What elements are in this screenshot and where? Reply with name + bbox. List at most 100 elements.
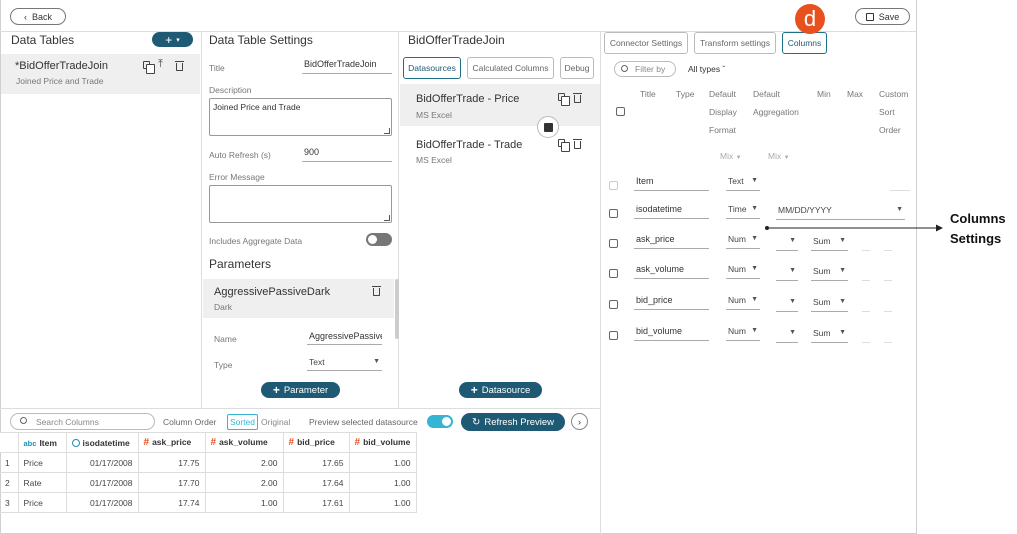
column-aggregation-select[interactable]: Sum ▼ — [811, 297, 848, 312]
aggregate-toggle[interactable] — [366, 233, 392, 246]
column-aggregation-select[interactable]: Sum ▼ — [811, 328, 848, 343]
column-sort-input[interactable] — [890, 176, 910, 191]
column-title-input[interactable]: bid_price — [634, 295, 709, 310]
title-input[interactable]: BidOfferTradeJoin — [302, 59, 392, 74]
join-button[interactable] — [537, 116, 559, 138]
column-checkbox[interactable] — [609, 239, 618, 248]
column-min-input[interactable] — [862, 297, 870, 312]
header-display: Display — [709, 107, 737, 117]
column-min-input[interactable] — [862, 328, 870, 343]
tab-columns[interactable]: Columns — [782, 32, 827, 54]
tab-connector-settings[interactable]: Connector Settings — [604, 32, 688, 54]
column-checkbox[interactable] — [609, 269, 618, 278]
datasource-item[interactable]: BidOfferTrade - Price MS Excel — [400, 84, 600, 126]
all-types-label: All types — [688, 64, 721, 74]
column-header[interactable]: # bid_price — [282, 432, 350, 453]
filter-input[interactable]: Filter by — [614, 61, 676, 77]
column-min-input[interactable] — [862, 236, 870, 251]
copy-icon[interactable] — [143, 61, 155, 74]
refresh-preview-button[interactable]: ↻ Refresh Preview — [461, 413, 565, 431]
tab-calculated-columns[interactable]: Calculated Columns — [467, 57, 554, 79]
column-format-select[interactable]: ▼ — [776, 266, 798, 281]
add-data-table-button[interactable]: + ▾ — [152, 32, 193, 47]
table-cell: 1.00 — [204, 492, 284, 513]
select-all-checkbox[interactable] — [616, 107, 625, 116]
column-title-input[interactable]: bid_volume — [634, 326, 709, 341]
preview-selected-toggle[interactable] — [427, 415, 453, 428]
resize-grip-icon[interactable] — [384, 128, 390, 134]
trash-icon[interactable] — [573, 139, 582, 149]
column-type-select[interactable]: Num ▼ — [726, 264, 760, 279]
column-checkbox[interactable] — [609, 181, 618, 190]
column-title-input[interactable]: ask_volume — [634, 264, 709, 279]
auto-refresh-input[interactable]: 900 — [302, 147, 392, 162]
column-header[interactable]: isodatetime — [65, 432, 139, 453]
column-aggregation-select[interactable]: Sum ▼ — [811, 266, 848, 281]
column-type-select[interactable]: Num ▼ — [726, 326, 760, 341]
preview-table: abc Item isodatetime # ask_price # ask_volume #… — [0, 432, 417, 513]
column-aggregation-select[interactable]: Sum ▼ — [811, 236, 848, 251]
tab-datasources[interactable]: Datasources — [403, 57, 461, 79]
column-format-select[interactable]: ▼ — [776, 328, 798, 343]
upload-icon[interactable]: ⤒ — [158, 58, 163, 70]
description-textarea[interactable]: Joined Price and Trade — [209, 98, 392, 136]
column-max-input[interactable] — [884, 297, 892, 312]
parameter-item[interactable]: AggressivePassiveDark Dark — [203, 279, 394, 318]
column-type-select[interactable]: Text ▼ — [726, 176, 760, 191]
next-button[interactable]: › — [571, 413, 588, 430]
sorted-toggle[interactable]: Sorted — [227, 414, 258, 430]
table-cell: Rate — [17, 472, 67, 493]
trash-icon[interactable] — [372, 286, 381, 296]
column-format-select[interactable]: ▼ — [776, 236, 798, 251]
param-name-input[interactable]: AggressivePassive — [307, 331, 382, 345]
column-title-input[interactable]: isodatetime — [634, 204, 709, 219]
column-title-input[interactable]: Item — [634, 176, 709, 191]
trash-icon[interactable] — [573, 93, 582, 103]
mix-aggregation-dropdown[interactable]: Mix ▼ — [768, 151, 790, 161]
tab-debug[interactable]: Debug — [560, 57, 594, 79]
resize-grip-icon[interactable] — [384, 215, 390, 221]
column-min-input[interactable] — [862, 266, 870, 281]
column-checkbox[interactable] — [609, 331, 618, 340]
column-max-input[interactable] — [884, 266, 892, 281]
caret-down-icon: ▼ — [839, 237, 846, 244]
add-parameter-button[interactable]: + Parameter — [261, 382, 340, 398]
column-max-input[interactable] — [884, 328, 892, 343]
trash-icon[interactable] — [175, 61, 184, 71]
datasource-item[interactable]: BidOfferTrade - Trade MS Excel — [400, 130, 600, 172]
datasource-type: MS Excel — [416, 155, 452, 165]
original-toggle[interactable]: Original — [261, 417, 291, 427]
chevron-down-icon: ▾ — [176, 36, 180, 44]
column-checkbox[interactable] — [609, 300, 618, 309]
column-header[interactable]: # ask_price — [137, 432, 206, 453]
column-type-value: Text — [728, 176, 744, 186]
error-message-textarea[interactable] — [209, 185, 392, 223]
scrollbar-thumb[interactable] — [395, 279, 399, 339]
column-title-input[interactable]: ask_price — [634, 234, 709, 249]
column-header[interactable]: abc Item — [17, 432, 67, 453]
copy-icon[interactable] — [558, 93, 570, 106]
column-type-select[interactable]: Num ▼ — [726, 234, 760, 249]
column-format-select[interactable]: MM/DD/YYYY ▼ — [776, 205, 905, 220]
column-header[interactable]: # ask_volume — [204, 432, 284, 453]
column-type-select[interactable]: Num ▼ — [726, 295, 760, 310]
search-columns-input[interactable]: Search Columns — [10, 413, 155, 430]
data-table-item[interactable]: *BidOfferTradeJoin Joined Price and Trad… — [1, 54, 200, 94]
param-name-label: Name — [214, 334, 237, 344]
join-icon — [543, 122, 553, 132]
all-types-dropdown[interactable]: All types ˇ — [688, 64, 725, 74]
back-button[interactable]: ‹ Back — [10, 8, 66, 25]
mix-format-dropdown[interactable]: Mix ▼ — [720, 151, 742, 161]
add-datasource-button[interactable]: + Datasource — [459, 382, 542, 398]
column-checkbox[interactable] — [609, 209, 618, 218]
copy-icon[interactable] — [558, 139, 570, 152]
column-format-select[interactable]: ▼ — [776, 297, 798, 312]
param-type-select[interactable]: Text ▼ — [307, 357, 382, 371]
tab-transform-settings[interactable]: Transform settings — [694, 32, 776, 54]
column-header[interactable]: # bid_volume — [348, 432, 417, 453]
save-button[interactable]: Save — [855, 8, 910, 25]
column-max-input[interactable] — [884, 236, 892, 251]
plus-icon: + — [470, 383, 478, 397]
column-type-select[interactable]: Time ▼ — [726, 204, 760, 219]
caret-down-icon: ▼ — [839, 298, 846, 305]
